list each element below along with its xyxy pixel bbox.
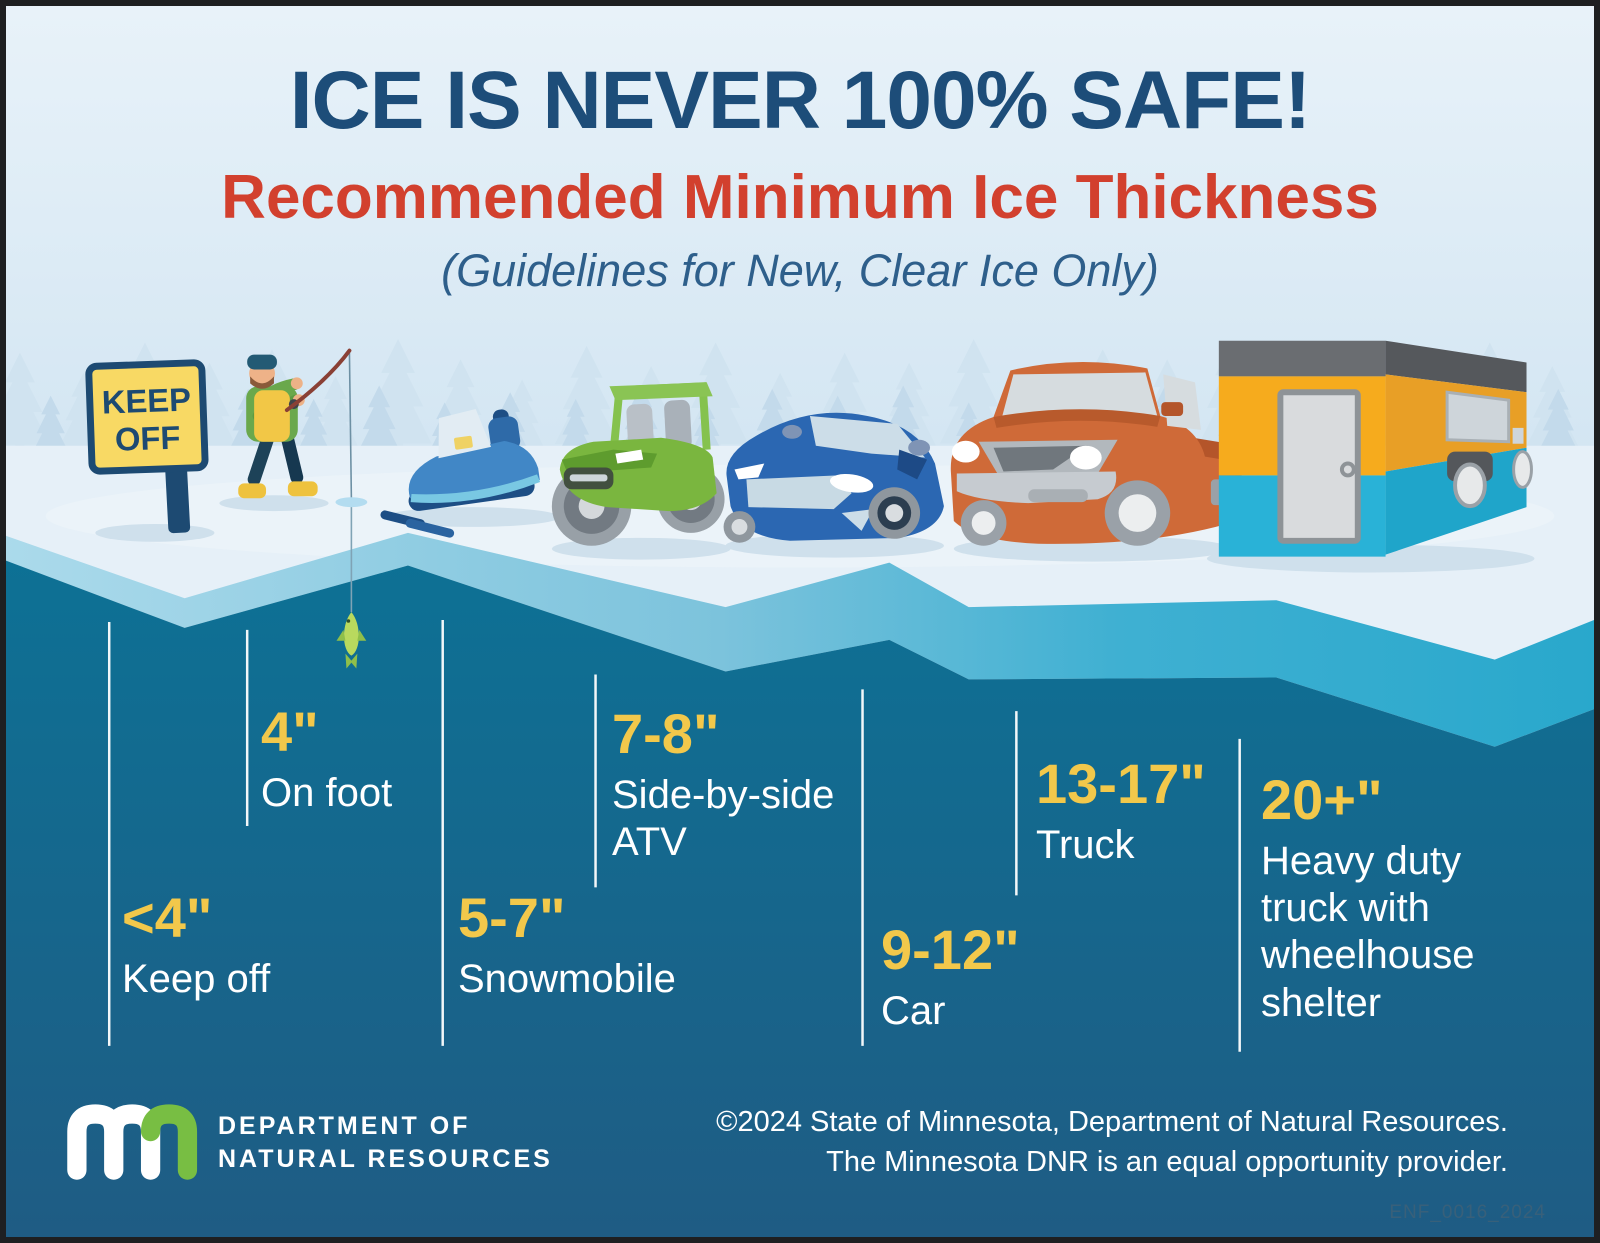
side-window: [1163, 374, 1201, 430]
water: [6, 560, 1594, 1237]
windshield: [809, 416, 926, 458]
fishing-rod: [284, 348, 352, 413]
seat: [664, 399, 692, 450]
side-by-side-atv: [551, 382, 725, 546]
fishing-line-and-fish: [335, 350, 368, 669]
thickness-label: Snowmobile: [458, 957, 676, 1001]
document-id: ENF_0016_2024: [1389, 1202, 1546, 1223]
department-line2: NATURAL RESOURCES: [218, 1144, 553, 1173]
thickness-value: 7-8": [612, 702, 720, 765]
grille: [746, 475, 852, 510]
mirror: [782, 424, 802, 439]
scene-illustration: KEEP OFF: [6, 6, 1594, 1237]
pickup-truck: [950, 361, 1242, 546]
side-window: [897, 449, 928, 480]
guide-car: 9-12" Car: [881, 922, 1020, 1035]
headlight: [615, 449, 644, 464]
fog-light: [841, 509, 874, 531]
side-window: [1445, 390, 1511, 444]
windshield: [438, 409, 492, 459]
thickness-label: Keep off: [122, 957, 271, 1001]
mirror: [908, 439, 931, 456]
mirror: [1161, 402, 1184, 417]
door-handle: [1339, 461, 1356, 478]
ice-hole: [335, 497, 368, 508]
guide-keep-off: <4" Keep off: [122, 890, 270, 1003]
thickness-label: Side-by-side ATV: [612, 773, 835, 865]
thickness-label: Car: [881, 989, 946, 1033]
wheel: [1453, 462, 1487, 509]
keep-off-sign: KEEP OFF: [85, 359, 209, 534]
thickness-label: Truck: [1036, 823, 1135, 867]
headlight: [1069, 445, 1102, 470]
thickness-value: 20+": [1261, 768, 1383, 831]
beanie: [247, 354, 277, 370]
copyright-line2: The Minnesota DNR is an equal opportunit…: [826, 1146, 1508, 1179]
fish: [336, 612, 367, 669]
guide-truck: 13-17" Truck: [1036, 756, 1206, 869]
guide-on-foot: 4" On foot: [261, 704, 392, 817]
headlight: [951, 440, 980, 463]
thickness-value: <4": [122, 886, 213, 949]
thickness-label: Heavy duty truck with wheelhouse shelter: [1261, 839, 1475, 1025]
thickness-marker-lines: [107, 620, 1241, 1052]
copyright: ©2024 State of Minnesota, Department of …: [716, 1102, 1508, 1182]
department-line1: DEPARTMENT OF: [218, 1112, 471, 1140]
sign-text-line1: KEEP: [101, 381, 191, 421]
ski: [405, 518, 455, 538]
ice-angler: [238, 348, 352, 499]
door: [1277, 389, 1361, 544]
wheelhouse-shelter: [1210, 340, 1533, 557]
wheel: [1512, 450, 1533, 489]
guide-atv: 7-8" Side-by-side ATV: [612, 706, 834, 866]
ice-cross-section-band: [6, 532, 1594, 747]
headlight: [829, 474, 874, 493]
department-name: DEPARTMENT OF NATURAL RESOURCES: [218, 1110, 553, 1175]
guide-snowmobile: 5-7" Snowmobile: [458, 890, 676, 1003]
roof-side: [1385, 340, 1527, 393]
car: [723, 412, 944, 543]
mn-dnr-logo: [67, 1104, 198, 1180]
windshield: [1001, 372, 1158, 419]
guide-wheelhouse: 20+" Heavy duty truck with wheelhouse sh…: [1261, 772, 1475, 1027]
logo-green-n: [140, 1104, 198, 1180]
thickness-value: 5-7": [458, 886, 566, 949]
sign-text-line2: OFF: [114, 419, 181, 458]
seat: [488, 416, 521, 452]
headlight: [734, 463, 765, 480]
roof-front: [1218, 340, 1386, 377]
copyright-line1: ©2024 State of Minnesota, Department of …: [716, 1106, 1508, 1138]
thickness-value: 13-17": [1036, 752, 1206, 815]
thickness-value: 4": [261, 700, 319, 763]
thickness-label: On foot: [261, 771, 393, 815]
thickness-value: 9-12": [881, 918, 1020, 981]
snowmobile: [380, 409, 541, 538]
